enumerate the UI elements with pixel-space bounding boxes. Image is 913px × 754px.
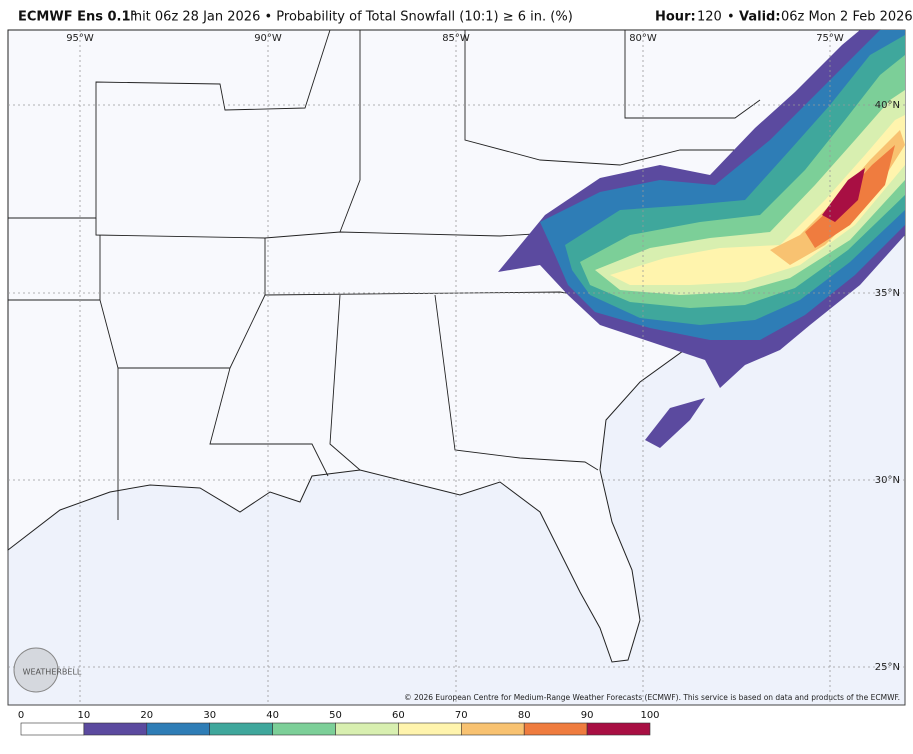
- lon-label: 80°W: [629, 33, 657, 44]
- colorbar: 0 10 20 30 40 50 60 70 80 90 100: [18, 710, 660, 736]
- colorbar-tick-label: 50: [329, 710, 342, 721]
- colorbar-tick-label: 100: [640, 710, 659, 721]
- lon-label: 90°W: [254, 33, 282, 44]
- separator: •: [727, 10, 735, 25]
- colorbar-tick-label: 80: [518, 710, 531, 721]
- colorbar-segment: [209, 722, 273, 736]
- hour-label: Hour:: [655, 10, 696, 25]
- colorbar-tick-label: 40: [266, 710, 279, 721]
- colorbar-tick-label: 20: [140, 710, 153, 721]
- title: ECMWF Ens 0.1°: [18, 10, 137, 25]
- lon-label: 85°W: [442, 33, 470, 44]
- colorbar-segment: [586, 722, 651, 736]
- logo-mark: [13, 647, 59, 693]
- colorbar-segment: [272, 722, 336, 736]
- logo: WEATHERBELL: [23, 668, 82, 677]
- colorbar-segment: [146, 722, 211, 736]
- colorbar-segment: [335, 722, 399, 736]
- valid-label: Valid:: [739, 10, 781, 25]
- lat-label: 25°N: [875, 662, 900, 673]
- lat-label: 35°N: [875, 288, 900, 299]
- lat-label: 40°N: [875, 100, 900, 111]
- colorbar-segment: [20, 722, 85, 736]
- lon-label: 75°W: [816, 33, 844, 44]
- colorbar-tick-label: 70: [455, 710, 468, 721]
- colorbar-tick-label: 10: [78, 710, 91, 721]
- colorbar-tick-label: 90: [581, 710, 594, 721]
- colorbar-segment: [460, 722, 525, 736]
- colorbar-segment: [83, 722, 148, 736]
- colorbar-segment: [523, 722, 588, 736]
- colorbar-tick-label: 0: [18, 710, 24, 721]
- hour: 120: [697, 10, 722, 25]
- lat-label: 30°N: [875, 475, 900, 486]
- map: 95°W 90°W 85°W 80°W 75°W 40°N 35°N 30°N …: [7, 29, 906, 706]
- copyright: © 2026 European Centre for Medium-Range …: [404, 693, 900, 702]
- colorbar-segment: [398, 722, 462, 736]
- colorbar-tick-label: 30: [203, 710, 216, 721]
- valid: 06z Mon 2 Feb 2026: [781, 10, 913, 25]
- snowfall-probability: [498, 30, 905, 448]
- subtitle: Init 06z 28 Jan 2026 • Probability of To…: [130, 10, 573, 25]
- colorbar-tick-label: 60: [392, 710, 405, 721]
- lon-label: 95°W: [66, 33, 94, 44]
